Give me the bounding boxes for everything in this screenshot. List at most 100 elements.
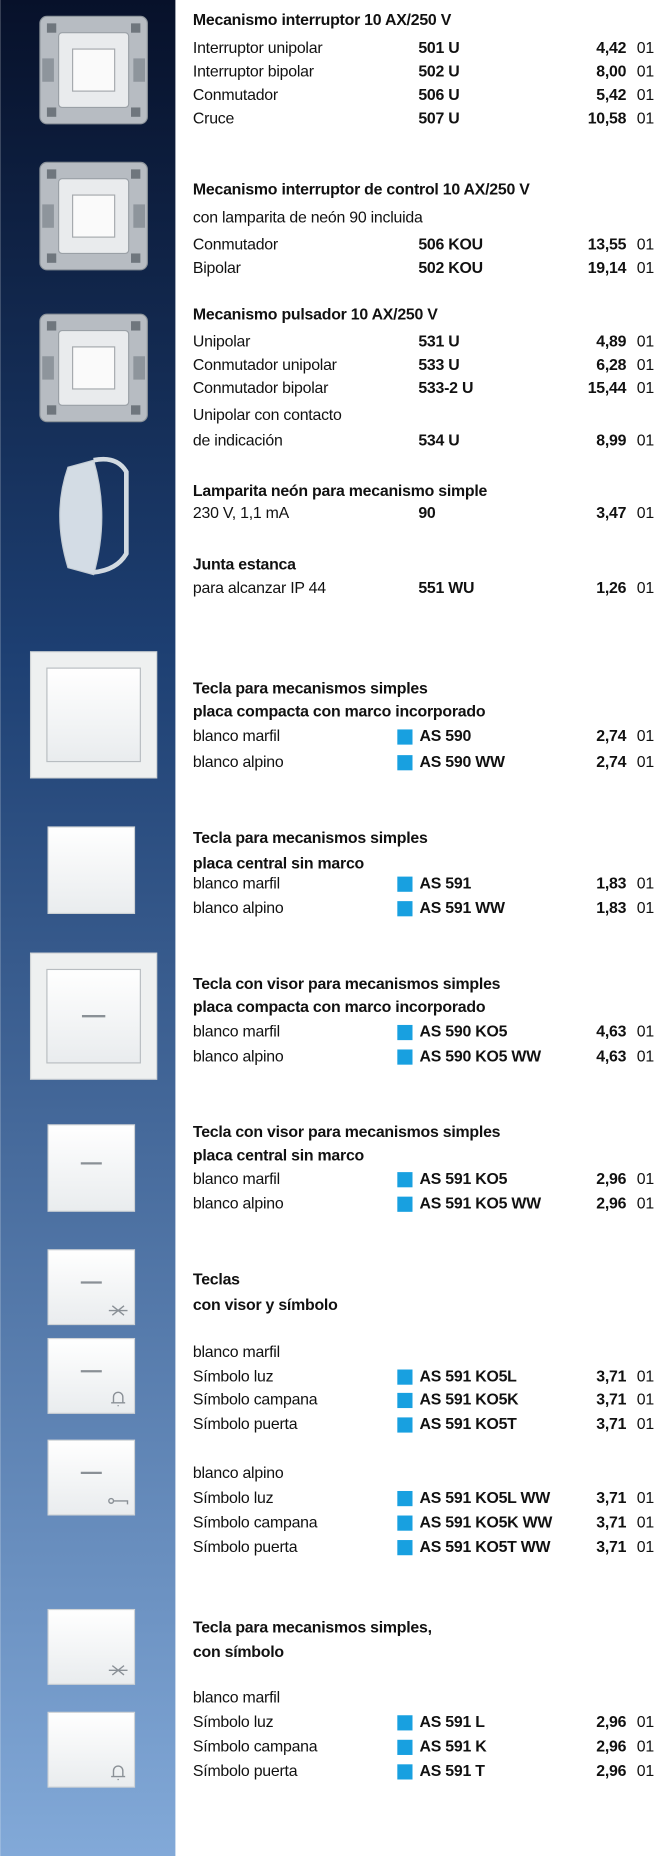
item-code: AS 590 KO5 WW	[420, 1048, 542, 1065]
item-price: 3,71	[596, 1416, 626, 1433]
item-code: 533-2 U	[418, 380, 473, 397]
item-code: AS 590	[420, 728, 472, 745]
color-marker	[397, 901, 413, 917]
mount-hole	[46, 23, 57, 33]
mount-hole	[131, 321, 141, 331]
item-price: 3,71	[596, 1392, 626, 1409]
item-price: 3,71	[596, 1539, 626, 1556]
item-code: 502 U	[418, 64, 459, 81]
item-unit: 01	[637, 357, 655, 374]
item-unit: 01	[637, 1024, 655, 1041]
item-description: Bipolar	[193, 260, 242, 277]
item-code: 507 U	[418, 110, 459, 127]
item-code: AS 591 KO5 WW	[420, 1195, 542, 1212]
item-price: 2,96	[596, 1763, 626, 1780]
key-plate	[47, 1337, 136, 1414]
color-marker	[397, 1417, 413, 1433]
item-description: Unipolar	[193, 333, 251, 350]
key	[47, 1124, 136, 1212]
gasket-rim	[93, 456, 129, 575]
product-section: Mecanismo interruptor 10 AX/250 V Interru…	[193, 12, 655, 127]
item-price: 3,71	[596, 1368, 626, 1385]
claw-right	[133, 58, 146, 82]
mount-hole	[46, 253, 57, 263]
item-price: 19,14	[588, 260, 627, 277]
switch-mechanism	[39, 313, 148, 423]
color-marker	[397, 1172, 413, 1188]
color-marker	[397, 1715, 413, 1731]
section-title: Mecanismo pulsador 10 AX/250 V	[193, 307, 438, 324]
color-marker	[397, 1515, 413, 1531]
item-price: 1,26	[596, 580, 626, 597]
section-title: Mecanismo interruptor de control 10 AX/2…	[193, 182, 530, 199]
item-description: Unipolar con contacto	[193, 407, 342, 424]
section-title: Tecla con visor para mecanismos simples	[193, 1124, 501, 1141]
item-description: para alcanzar IP 44	[193, 580, 326, 597]
mount-hole	[131, 169, 141, 179]
item-price: 1,83	[596, 900, 626, 917]
item-code: 90	[418, 505, 436, 522]
item-description: Símbolo puerta	[193, 1539, 298, 1556]
mount-hole	[131, 23, 141, 33]
item-code: AS 591 KO5K	[420, 1392, 520, 1409]
item-description: Símbolo campana	[193, 1514, 318, 1531]
item-unit: 01	[637, 1739, 655, 1756]
item-description: con lamparita de neón 90 incluida	[193, 210, 423, 227]
key-plate	[47, 1439, 136, 1516]
item-price: 10,58	[588, 110, 627, 127]
product-list: Mecanismo interruptor 10 AX/250 V Interru…	[193, 12, 655, 1780]
claw-right	[133, 356, 146, 380]
item-description: Símbolo puerta	[193, 1763, 298, 1780]
item-code: AS 591 KO5L	[420, 1368, 518, 1385]
item-description: Conmutador	[193, 87, 279, 104]
mount-hole	[46, 405, 57, 415]
item-price: 2,74	[596, 728, 626, 745]
item-unit: 01	[637, 1171, 655, 1188]
item-description: blanco marfil	[193, 1024, 280, 1041]
item-code: AS 591	[420, 875, 472, 892]
key-plate	[47, 1124, 136, 1212]
color-marker	[397, 876, 413, 892]
section-title: Tecla con visor para mecanismos simples	[193, 976, 501, 993]
key-plate	[47, 826, 136, 914]
item-price: 2,96	[596, 1714, 626, 1731]
mechanism-core	[72, 346, 116, 390]
item-unit: 01	[637, 1392, 655, 1409]
item-description: Símbolo luz	[193, 1490, 274, 1507]
item-unit: 01	[637, 580, 655, 597]
item-description: blanco alpino	[193, 754, 284, 771]
item-description: Conmutador unipolar	[193, 357, 338, 374]
key	[47, 1439, 136, 1516]
key	[47, 1711, 136, 1788]
item-description: Símbolo campana	[193, 1739, 318, 1756]
item-code: AS 591 KO5	[420, 1171, 508, 1188]
item-code: AS 591 WW	[420, 900, 505, 917]
side-panel	[0, 0, 176, 1856]
item-price: 2,96	[596, 1171, 626, 1188]
item-unit: 01	[637, 380, 655, 397]
item-unit: 01	[637, 754, 655, 771]
item-unit: 01	[637, 1514, 655, 1531]
item-description: Símbolo luz	[193, 1368, 274, 1385]
item-unit: 01	[637, 87, 655, 104]
gasket-body	[59, 459, 103, 576]
section-title: Lamparita neón para mecanismo simple	[193, 483, 488, 500]
item-unit: 01	[637, 110, 655, 127]
item-code: AS 591 T	[420, 1763, 486, 1780]
item-price: 4,63	[596, 1024, 626, 1041]
item-description: 230 V, 1,1 mA	[193, 505, 290, 522]
item-code: AS 591 L	[420, 1714, 486, 1731]
item-price: 8,99	[596, 433, 626, 450]
item-unit: 01	[637, 1714, 655, 1731]
frame-plate	[29, 651, 158, 779]
color-marker	[397, 1392, 413, 1409]
mechanism-core	[72, 194, 116, 238]
item-code: AS 591 KO5K WW	[420, 1514, 553, 1531]
item-description: Conmutador bipolar	[193, 380, 329, 397]
switch-mechanism	[39, 161, 148, 271]
color-marker	[397, 755, 413, 771]
product-section: Junta estanca para alcanzar IP 44 551 WU 1,…	[193, 557, 655, 597]
key	[47, 1337, 136, 1414]
item-price: 2,74	[596, 754, 626, 771]
